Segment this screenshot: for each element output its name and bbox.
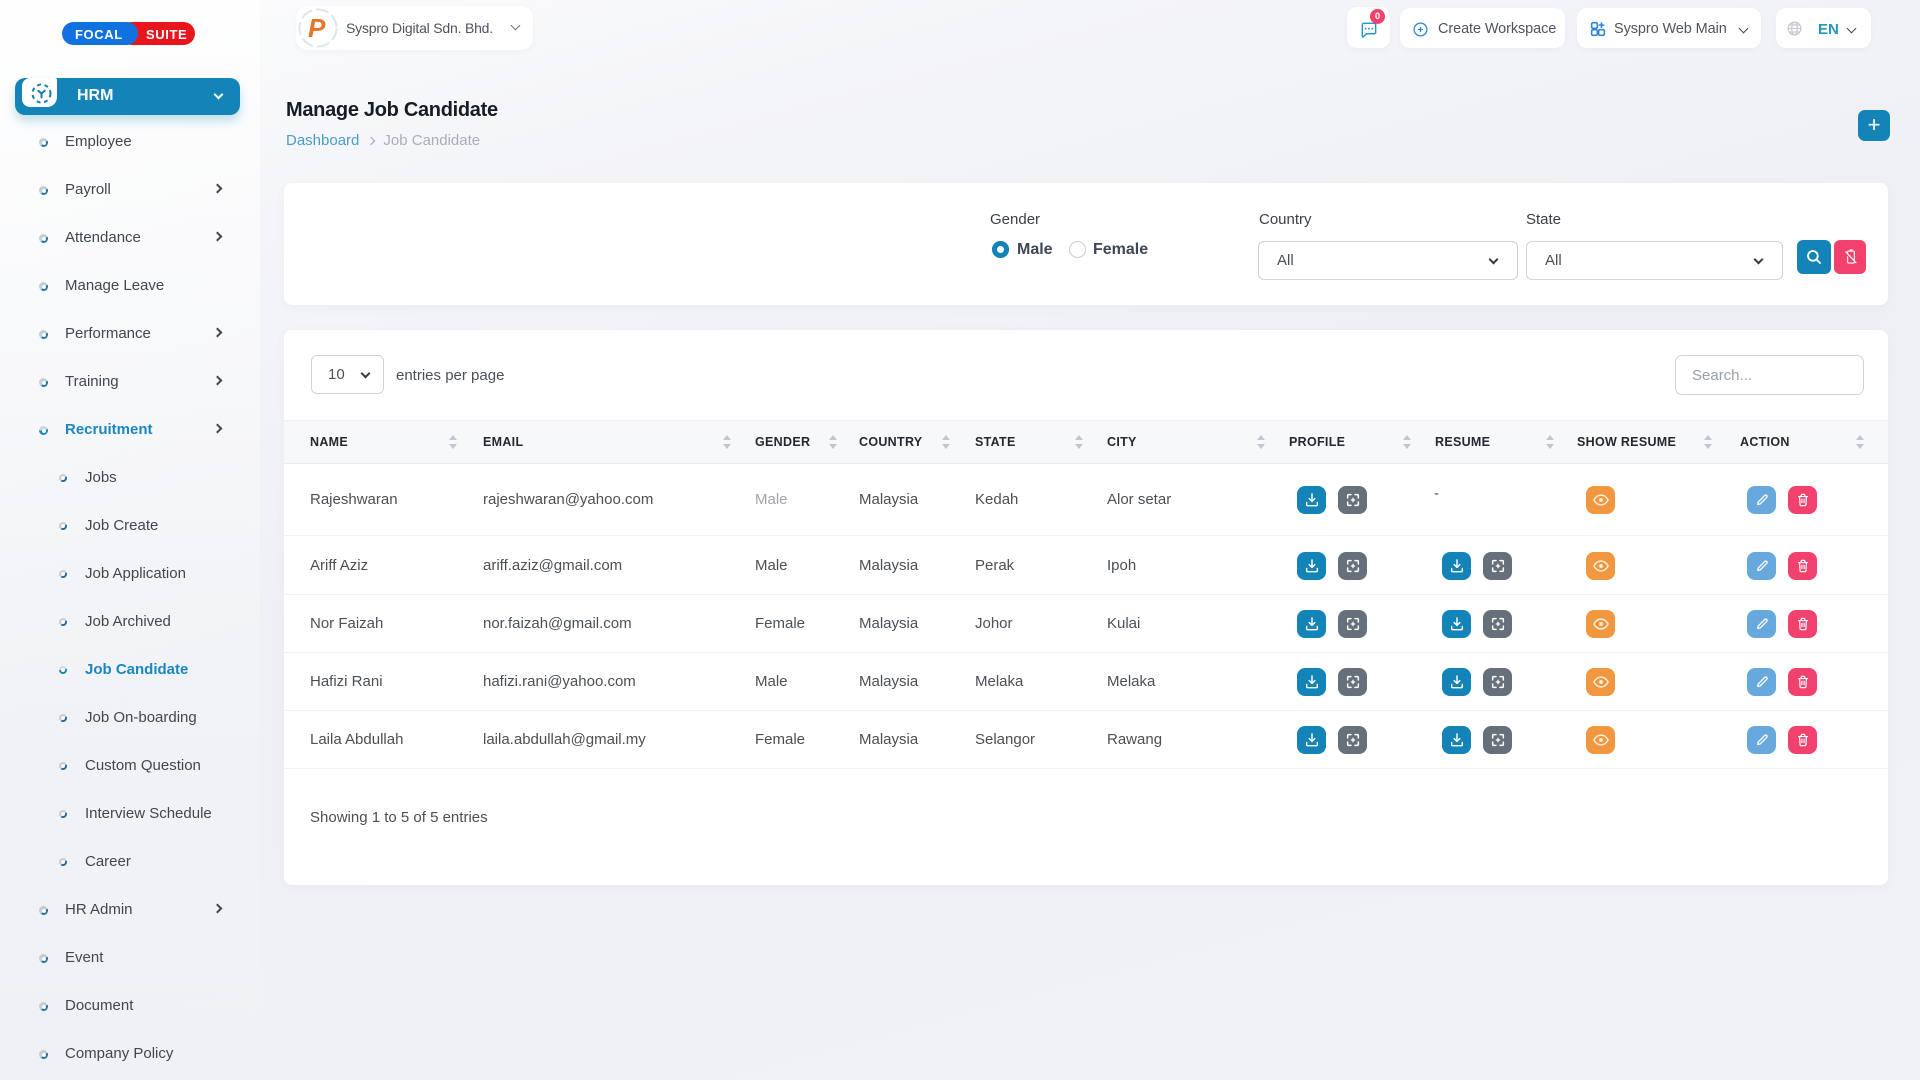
svg-text:P: P	[308, 13, 326, 43]
